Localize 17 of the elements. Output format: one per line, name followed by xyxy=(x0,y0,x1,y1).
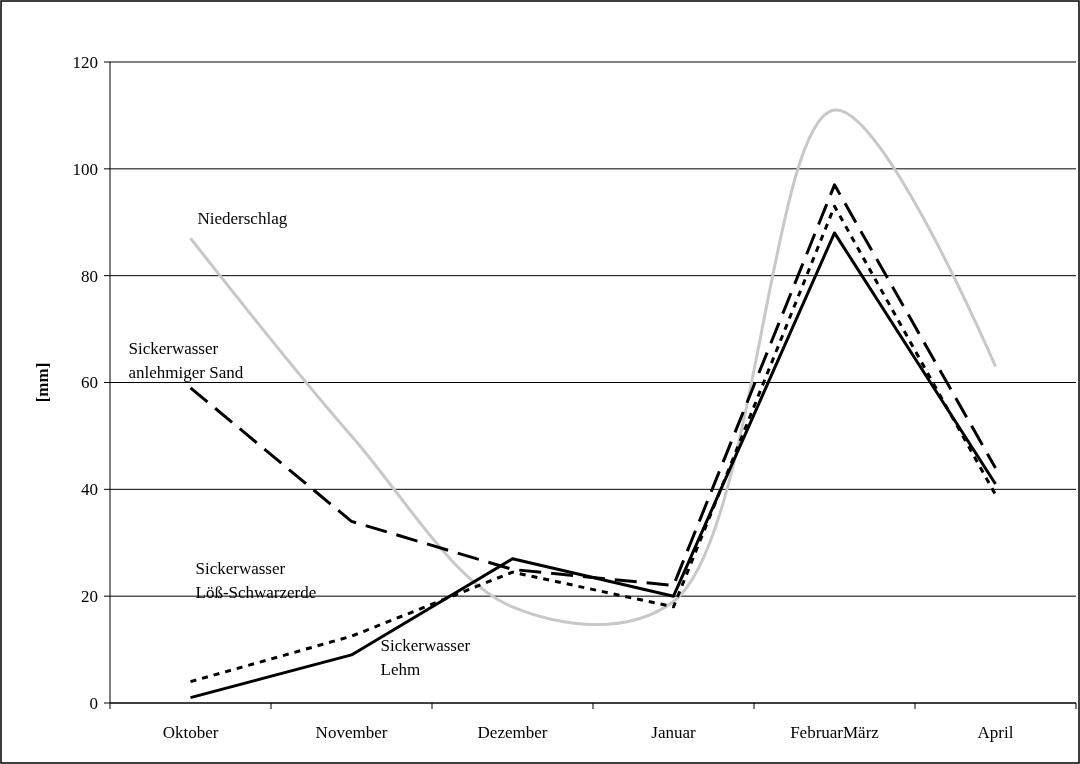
y-tick-label: 40 xyxy=(81,480,98,500)
x-tick-label: Oktober xyxy=(162,723,219,742)
series-label: Sickerwasser Lehm xyxy=(380,635,471,679)
y-tick-label: 80 xyxy=(81,266,98,286)
y-tick-label: 20 xyxy=(81,587,98,607)
y-tick-label: 120 xyxy=(72,52,98,72)
y-tick-label: 60 xyxy=(81,373,98,393)
x-tick-label: November xyxy=(315,723,388,742)
x-tick-label: April xyxy=(977,723,1014,742)
x-tick-label: FebruarMärz xyxy=(790,723,880,742)
series-label: Niederschlag xyxy=(197,209,288,229)
y-axis-title: [mm] xyxy=(33,362,52,403)
series-label: Sickerwasser anlehmiger Sand xyxy=(128,338,244,382)
x-tick-label: Januar xyxy=(651,723,697,742)
y-tick-label: 100 xyxy=(72,159,98,179)
x-tick-label: Dezember xyxy=(477,723,548,742)
y-tick-label: 0 xyxy=(89,693,98,713)
